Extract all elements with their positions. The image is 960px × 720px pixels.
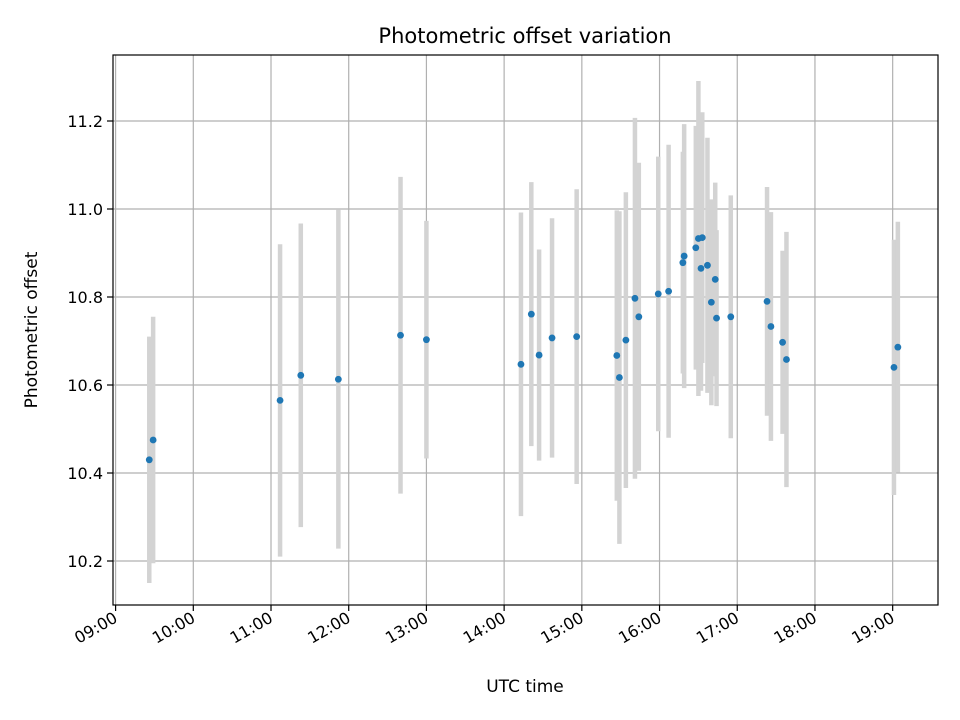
- data-point: [613, 352, 621, 359]
- data-point: [704, 261, 711, 269]
- data-point: [535, 351, 543, 359]
- data-point: [631, 294, 639, 302]
- plot-frame: [112, 54, 939, 606]
- plot-area: [113, 55, 938, 605]
- data-point: [783, 356, 790, 363]
- y-tick-label: 10.6: [67, 376, 103, 395]
- data-point: [727, 313, 735, 321]
- data-point: [698, 234, 706, 242]
- data-point: [665, 287, 673, 295]
- data-point: [692, 244, 700, 252]
- data-point: [679, 259, 687, 267]
- data-point: [890, 364, 898, 371]
- data-point: [697, 265, 705, 272]
- data-point: [149, 436, 157, 444]
- data-point: [548, 334, 556, 342]
- data-point: [713, 314, 720, 322]
- data-point: [615, 374, 623, 381]
- y-tick-label: 11.2: [67, 112, 103, 131]
- data-point: [334, 375, 342, 383]
- data-point: [707, 298, 715, 306]
- data-point: [767, 323, 775, 330]
- data-point: [894, 343, 902, 351]
- data-point: [276, 397, 284, 404]
- x-axis-label: UTC time: [486, 677, 564, 697]
- data-point: [779, 338, 786, 346]
- data-point: [527, 310, 535, 318]
- data-points: [145, 234, 902, 464]
- y-tick-label: 10.4: [67, 464, 103, 483]
- y-tick-label: 11.0: [67, 200, 103, 219]
- data-point: [711, 276, 719, 283]
- data-point: [517, 360, 525, 368]
- data-point: [680, 252, 688, 260]
- data-point: [145, 456, 153, 464]
- y-tick-label: 10.2: [67, 552, 103, 571]
- data-point: [635, 313, 643, 321]
- chart-title: Photometric offset variation: [378, 24, 671, 48]
- y-tick-label: 10.8: [67, 288, 103, 307]
- y-axis-label: Photometric offset: [22, 251, 42, 408]
- data-point: [297, 371, 305, 379]
- data-point: [397, 331, 404, 339]
- data-point: [763, 298, 771, 305]
- data-point: [622, 336, 630, 344]
- data-point: [423, 336, 430, 344]
- data-point: [573, 333, 581, 340]
- data-point: [654, 290, 662, 298]
